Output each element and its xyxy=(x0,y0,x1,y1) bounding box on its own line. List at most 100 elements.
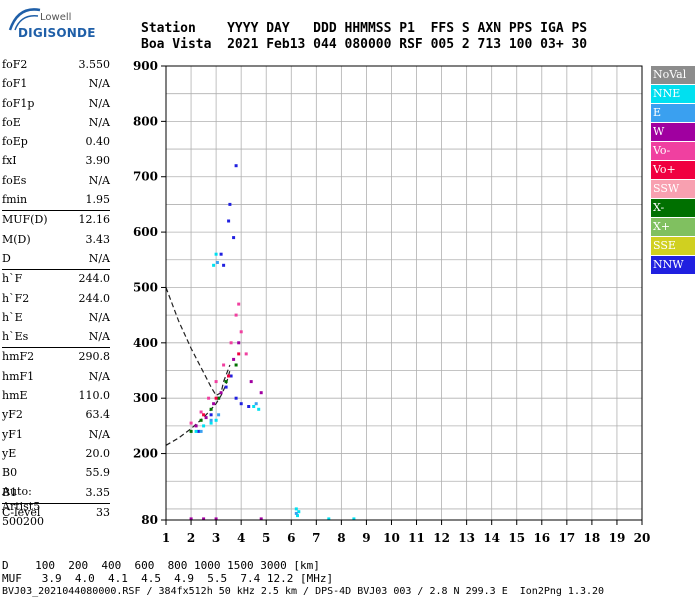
plot-frame xyxy=(165,65,643,521)
legend-item-nne: NNE xyxy=(651,84,695,103)
param-name: yF2 xyxy=(2,408,23,422)
data-point-e xyxy=(217,413,221,417)
param-row: hmF2 290.8 xyxy=(2,348,110,367)
param-value: 244.0 xyxy=(78,272,111,286)
scaled-parameters-panel: foF2 3.550 foF1 N/A foF1p N/A foE N/A foEp 0.40 fx… xyxy=(2,56,110,523)
data-point-vo- xyxy=(237,302,241,306)
header-labels: Station YYYY DAY DDD HHMMSS P1 FFS S AXN… xyxy=(141,21,588,36)
data-point-e xyxy=(209,418,213,422)
param-row: yF1 N/A xyxy=(2,426,110,445)
param-row: D N/A xyxy=(2,250,110,269)
data-point-nne xyxy=(214,252,218,256)
data-point-x- xyxy=(199,418,203,422)
y-tick-label: 80 xyxy=(141,513,158,527)
data-point-w xyxy=(232,357,236,361)
footer-distance-row: D 100 200 400 600 800 1000 1500 3000 [km… xyxy=(2,559,320,572)
param-value: 55.9 xyxy=(85,466,111,480)
param-row: fmin 1.95 xyxy=(2,191,110,210)
param-name: B0 xyxy=(2,466,18,480)
param-name: D xyxy=(2,251,11,265)
param-value: N/A xyxy=(88,115,110,129)
param-name: yE xyxy=(2,446,17,460)
footer-file-info: BVJ03_2021044080000.RSF / 384fx512h 50 k… xyxy=(2,586,605,597)
data-point-w xyxy=(259,517,263,521)
param-row: foEp 0.40 xyxy=(2,133,110,152)
param-name: fxI xyxy=(2,154,17,168)
data-point-nne xyxy=(209,421,213,425)
param-value: 3.550 xyxy=(78,58,111,71)
data-point-nne xyxy=(294,507,298,511)
data-point-vo- xyxy=(189,421,193,425)
data-point-w xyxy=(214,517,218,521)
data-point-e xyxy=(199,429,203,433)
data-point-nne xyxy=(352,517,356,521)
y-tick-label: 500 xyxy=(133,280,158,294)
autoscaling-info: Auto: Artist5 500200 xyxy=(2,484,44,529)
param-row: h`F2 244.0 xyxy=(2,290,110,309)
data-point-nne xyxy=(194,429,198,433)
data-point-nnw xyxy=(227,219,231,223)
data-point-x- xyxy=(224,380,228,384)
data-point-nnw xyxy=(197,429,201,433)
data-point-x- xyxy=(217,396,221,400)
param-value: N/A xyxy=(88,310,110,324)
logo-text-top: Lowell xyxy=(40,12,72,23)
data-point-vo- xyxy=(234,313,238,317)
param-value: 0.40 xyxy=(85,135,111,149)
y-tick-label: 200 xyxy=(133,447,158,461)
legend-item-x-: X+ xyxy=(651,217,695,236)
data-point-w xyxy=(219,391,223,395)
data-point-nne xyxy=(212,263,216,267)
data-point-nne xyxy=(202,424,206,428)
param-separator xyxy=(2,269,110,271)
data-point-nne xyxy=(327,517,331,521)
auto-label: Auto: xyxy=(2,485,32,498)
param-name: MUF(D) xyxy=(2,213,48,227)
data-point-vo- xyxy=(227,374,231,378)
param-separator xyxy=(2,210,110,212)
param-value: N/A xyxy=(88,251,110,265)
data-point-w xyxy=(249,380,253,384)
param-name: B1 xyxy=(2,485,18,499)
polarization-legend: NoVal NNE E W Vo- Vo+ SSW X- X+ SSE NNW xyxy=(651,66,695,275)
param-row: h`Es N/A xyxy=(2,328,110,347)
x-tick-label: 5 xyxy=(262,531,270,545)
param-row: hmF1 N/A xyxy=(2,368,110,387)
param-row: foF1 N/A xyxy=(2,75,110,94)
param-separator xyxy=(2,502,110,504)
data-point-nne xyxy=(296,514,299,518)
param-row: M(D) 3.43 xyxy=(2,231,110,250)
param-row: foEs N/A xyxy=(2,172,110,191)
data-point-nnw xyxy=(222,263,226,267)
data-point-vo- xyxy=(239,330,243,334)
data-point-nnw xyxy=(229,374,233,378)
data-point-nne xyxy=(214,418,218,422)
x-tick-label: 18 xyxy=(584,531,601,545)
data-point-x- xyxy=(234,363,238,367)
param-value: 244.0 xyxy=(78,291,111,305)
data-point-e xyxy=(254,402,258,406)
data-point-w xyxy=(189,517,193,521)
x-tick-label: 10 xyxy=(383,531,400,545)
y-tick-label: 900 xyxy=(133,59,158,73)
data-point-nne xyxy=(252,405,256,408)
digisonde-logo: Lowell DIGISONDE xyxy=(6,4,95,44)
y-tick-label: 600 xyxy=(133,225,158,239)
legend-item-ssw: SSW xyxy=(651,179,695,198)
x-tick-label: 6 xyxy=(287,531,295,545)
x-tick-label: 17 xyxy=(558,531,575,545)
param-name: hmF2 xyxy=(2,350,35,364)
data-point-vo- xyxy=(229,341,233,345)
data-point-w xyxy=(204,416,208,420)
param-value: N/A xyxy=(88,96,110,110)
header-values: Boa Vista 2021 Feb13 044 080000 RSF 005 … xyxy=(141,37,588,52)
param-value: 3.43 xyxy=(85,232,111,246)
param-row: foF2 3.550 xyxy=(2,56,110,75)
param-row: MUF(D) 12.16 xyxy=(2,211,110,230)
x-tick-label: 14 xyxy=(483,531,500,545)
param-value: 63.4 xyxy=(85,408,111,422)
param-name: foF1 xyxy=(2,77,28,91)
param-value: N/A xyxy=(88,77,110,91)
param-name: fmin xyxy=(2,193,28,207)
